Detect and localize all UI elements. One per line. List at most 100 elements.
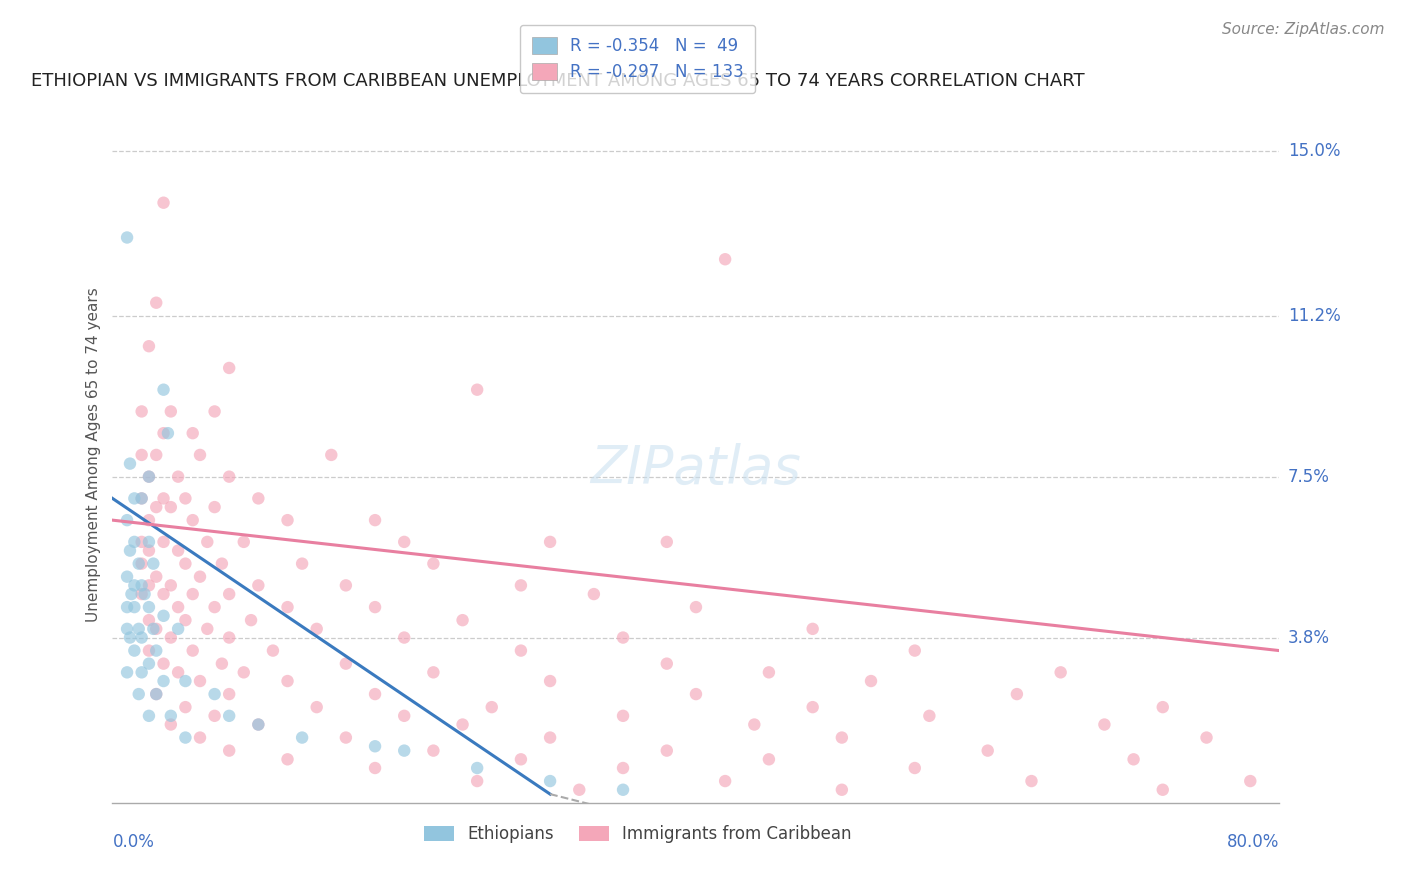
- Point: [152, 674, 174, 689]
- Point: [1021, 774, 1043, 789]
- Point: [120, 587, 142, 601]
- Y-axis label: Unemployment Among Ages 65 to 74 years: Unemployment Among Ages 65 to 74 years: [86, 287, 101, 623]
- Point: [145, 643, 167, 657]
- Point: [138, 613, 160, 627]
- Point: [612, 761, 634, 775]
- Point: [131, 534, 153, 549]
- Point: [174, 674, 197, 689]
- Point: [714, 252, 737, 267]
- Text: 80.0%: 80.0%: [1227, 833, 1279, 851]
- Point: [115, 570, 138, 584]
- Point: [291, 557, 314, 571]
- Point: [860, 674, 883, 689]
- Point: [1122, 752, 1144, 766]
- Point: [247, 717, 270, 731]
- Point: [831, 782, 853, 797]
- Point: [451, 717, 474, 731]
- Point: [831, 731, 853, 745]
- Point: [335, 578, 357, 592]
- Point: [174, 491, 197, 506]
- Point: [218, 744, 240, 758]
- Point: [174, 557, 197, 571]
- Point: [364, 513, 387, 527]
- Point: [195, 622, 218, 636]
- Point: [124, 600, 146, 615]
- Point: [685, 687, 707, 701]
- Point: [188, 674, 211, 689]
- Point: [145, 687, 167, 701]
- Point: [612, 708, 634, 723]
- Point: [1195, 731, 1218, 745]
- Point: [160, 578, 183, 592]
- Point: [364, 687, 387, 701]
- Point: [612, 631, 634, 645]
- Point: [152, 383, 174, 397]
- Point: [714, 774, 737, 789]
- Point: [1005, 687, 1028, 701]
- Point: [138, 657, 160, 671]
- Point: [1239, 774, 1261, 789]
- Point: [145, 448, 167, 462]
- Point: [758, 665, 780, 680]
- Point: [152, 534, 174, 549]
- Point: [138, 708, 160, 723]
- Point: [128, 557, 150, 571]
- Point: [247, 717, 270, 731]
- Point: [195, 534, 218, 549]
- Point: [538, 534, 561, 549]
- Point: [218, 708, 240, 723]
- Point: [124, 643, 146, 657]
- Point: [247, 578, 270, 592]
- Point: [655, 744, 678, 758]
- Point: [131, 448, 153, 462]
- Point: [364, 739, 387, 754]
- Point: [115, 622, 138, 636]
- Point: [655, 657, 678, 671]
- Point: [174, 731, 197, 745]
- Point: [167, 665, 190, 680]
- Point: [160, 708, 183, 723]
- Point: [247, 491, 270, 506]
- Point: [568, 782, 591, 797]
- Point: [128, 687, 150, 701]
- Point: [801, 700, 824, 714]
- Point: [538, 774, 561, 789]
- Point: [451, 613, 474, 627]
- Point: [138, 543, 160, 558]
- Point: [655, 534, 678, 549]
- Point: [204, 500, 226, 514]
- Text: 11.2%: 11.2%: [1288, 307, 1340, 325]
- Point: [582, 587, 605, 601]
- Point: [335, 657, 357, 671]
- Point: [138, 534, 160, 549]
- Point: [291, 731, 314, 745]
- Point: [335, 731, 357, 745]
- Text: 0.0%: 0.0%: [112, 833, 155, 851]
- Point: [174, 613, 197, 627]
- Point: [240, 613, 263, 627]
- Point: [685, 600, 707, 615]
- Point: [142, 622, 165, 636]
- Point: [115, 230, 138, 244]
- Point: [145, 622, 167, 636]
- Point: [976, 744, 998, 758]
- Point: [138, 469, 160, 483]
- Point: [138, 578, 160, 592]
- Point: [124, 578, 146, 592]
- Point: [1094, 717, 1116, 731]
- Point: [167, 622, 190, 636]
- Point: [115, 513, 138, 527]
- Point: [204, 600, 226, 615]
- Point: [188, 731, 211, 745]
- Point: [262, 643, 284, 657]
- Point: [218, 587, 240, 601]
- Point: [115, 665, 138, 680]
- Point: [188, 448, 211, 462]
- Point: [204, 687, 226, 701]
- Point: [538, 731, 561, 745]
- Point: [131, 491, 153, 506]
- Point: [305, 700, 328, 714]
- Point: [321, 448, 343, 462]
- Point: [305, 622, 328, 636]
- Point: [277, 752, 299, 766]
